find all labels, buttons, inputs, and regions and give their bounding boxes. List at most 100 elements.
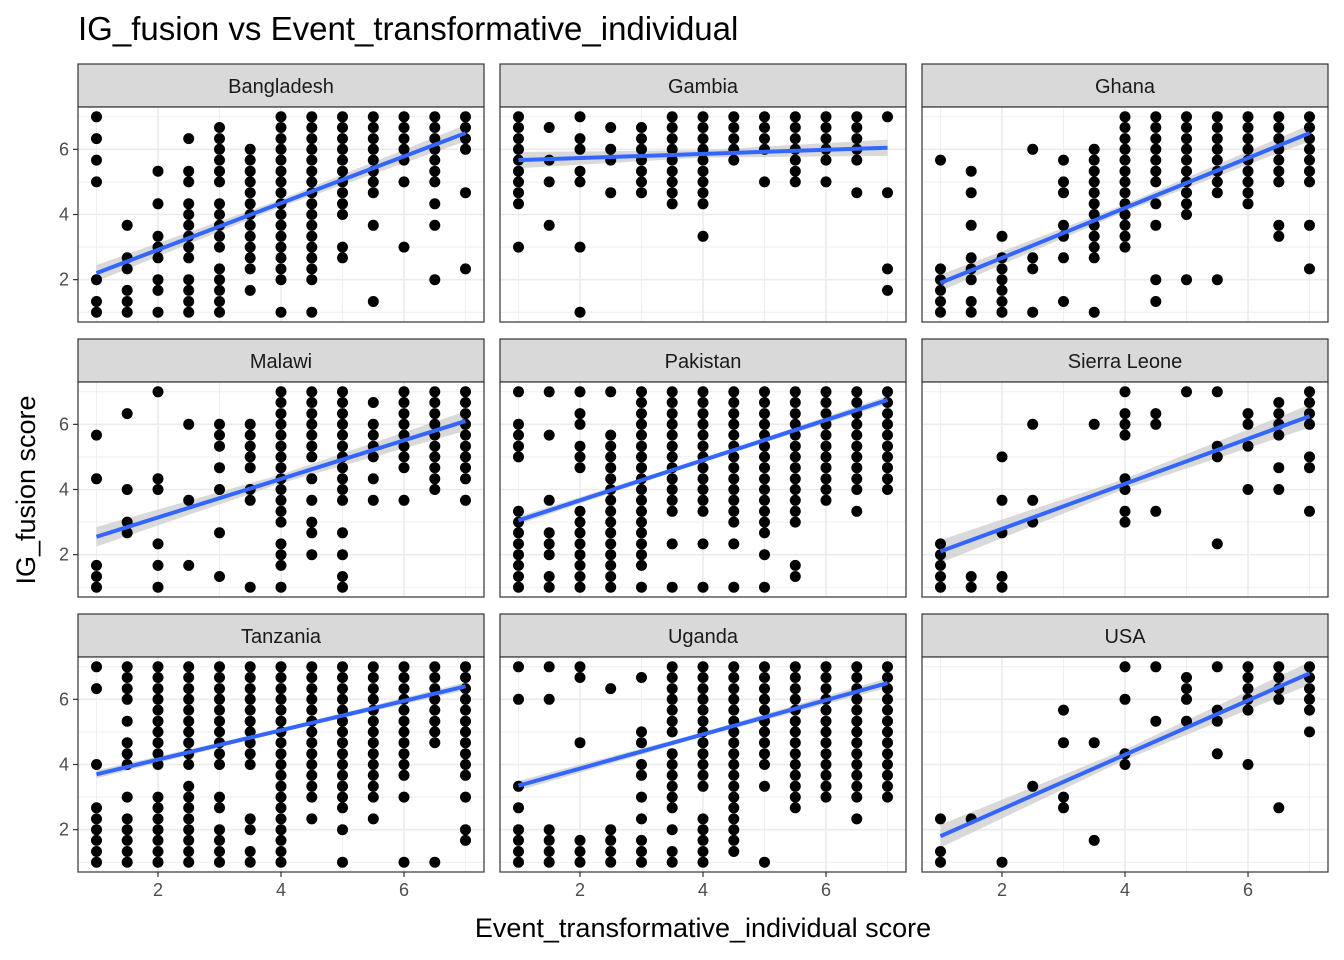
data-point [728,813,740,825]
data-point [759,418,770,430]
data-point [91,274,102,286]
data-point [543,219,555,231]
data-point [789,494,801,506]
data-point [121,683,133,695]
data-point [214,527,225,539]
data-point [306,748,318,760]
data-point [636,791,647,803]
data-point [306,386,318,398]
data-point [91,661,102,673]
data-point [367,154,379,166]
data-point [367,791,379,803]
data-point [306,683,318,695]
data-point [1119,241,1131,253]
data-point [306,198,318,210]
data-point [759,397,770,408]
fit-line [95,684,467,777]
data-point [820,429,832,441]
data-point [666,484,678,495]
data-point [728,133,740,145]
data-point [789,397,801,408]
data-point [214,429,225,441]
data-point [429,473,441,485]
data-point [1304,505,1315,517]
data-point [636,516,647,528]
data-point [851,769,863,781]
data-point [1058,252,1069,264]
data-point [882,418,893,430]
data-point [152,856,164,868]
data-point [697,397,709,408]
data-point [244,418,256,430]
data-point [789,408,801,420]
data-point [1304,397,1315,408]
data-point [820,122,832,133]
data-point [935,154,946,166]
data-point [574,143,586,155]
data-point [152,737,164,749]
data-point [367,133,379,145]
data-point [91,813,102,825]
data-point [367,494,379,506]
data-point [1242,672,1254,683]
data-point [789,683,801,695]
data-point [636,813,647,825]
x-tick-label: 2 [153,880,163,900]
data-point [759,176,770,188]
data-point [306,726,318,738]
data-point [460,386,471,398]
data-point [244,284,256,296]
data-point [121,306,133,318]
data-point [337,802,348,814]
data-point [152,824,164,836]
data-point [1273,484,1285,495]
data-point [574,408,586,420]
data-point [789,759,801,770]
data-point [851,484,863,495]
data-point [1304,263,1315,275]
data-point [513,661,524,673]
data-point [367,176,379,188]
data-point [728,661,740,673]
data-point [789,559,801,571]
data-point [636,397,647,408]
data-point [574,386,586,398]
data-point [636,408,647,420]
data-point [275,154,287,166]
data-point [697,230,709,242]
data-point [882,284,893,296]
y-tick-label: 6 [59,689,69,709]
data-point [1150,219,1162,231]
data-point [996,306,1008,318]
data-point [574,571,586,582]
data-point [666,672,678,683]
data-point [851,672,863,683]
data-point [605,516,617,528]
data-point [1211,715,1223,727]
data-point [697,683,709,695]
facet-label: Gambia [668,76,739,98]
panel-border [921,106,1329,323]
data-point [183,176,195,188]
data-point [574,440,586,452]
data-point [728,737,740,749]
data-point [605,143,617,155]
data-point [697,122,709,133]
data-point [513,846,524,857]
y-tick-label: 2 [59,545,69,565]
data-point [244,683,256,695]
data-point [882,672,893,683]
data-point [1242,111,1254,123]
data-point [306,704,318,716]
data-point [851,111,863,123]
data-point [728,846,740,857]
data-point [1304,143,1315,155]
data-point [728,473,740,485]
data-point [1211,133,1223,145]
data-point [513,187,524,199]
data-point [820,397,832,408]
facet-strip [499,338,907,383]
data-point [275,661,287,673]
data-point [1211,187,1223,199]
data-point [1181,715,1192,727]
